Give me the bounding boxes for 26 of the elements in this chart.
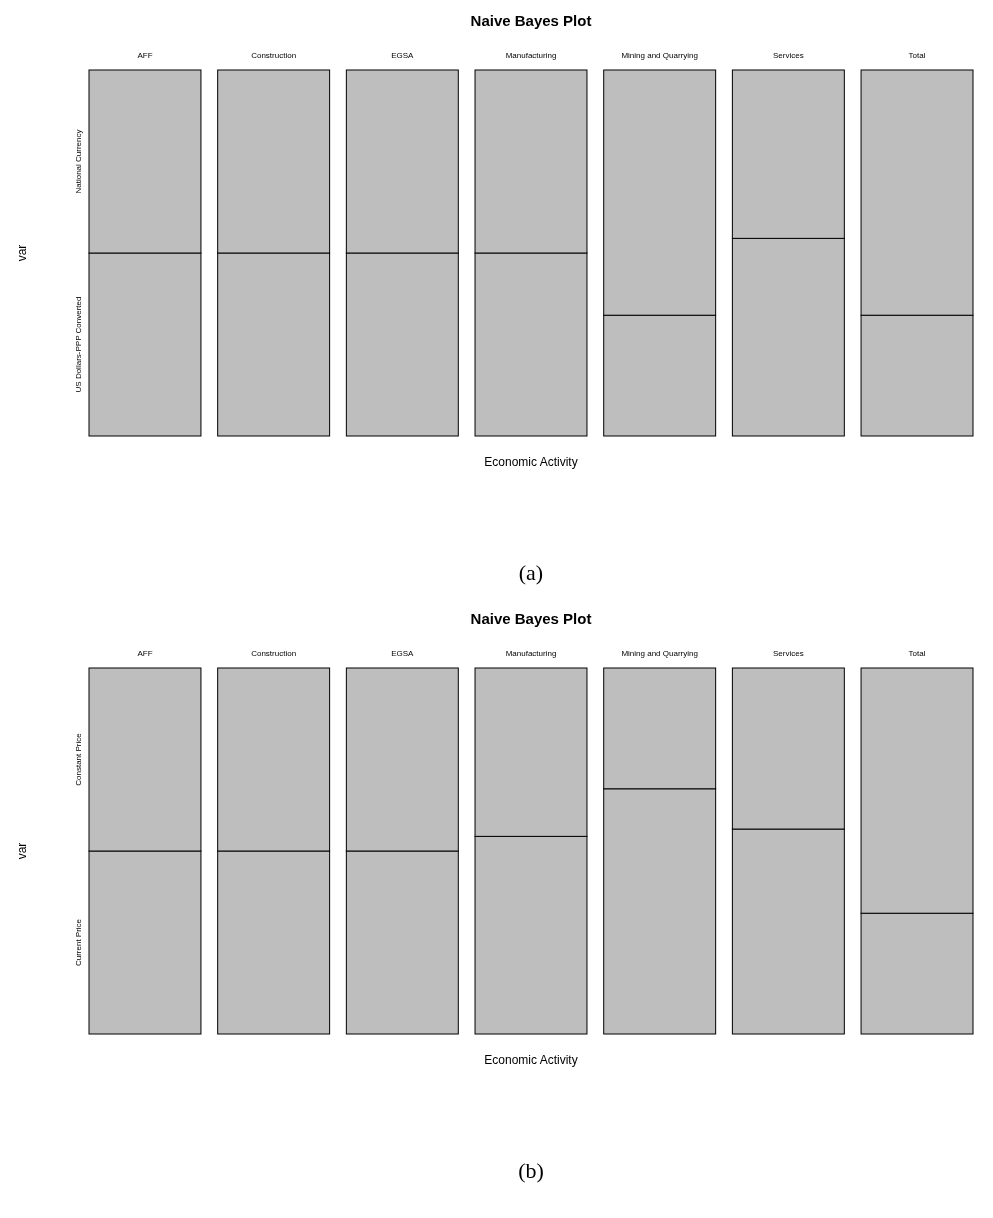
x-axis-title: Economic Activity — [484, 455, 578, 469]
x-tick-label: Services — [773, 649, 804, 658]
x-tick-label: Services — [773, 51, 804, 60]
chart-title: Naive Bayes Plot — [470, 12, 592, 29]
x-tick-label: Total — [908, 649, 926, 658]
x-tick-label: Construction — [251, 51, 297, 60]
x-tick-label: Manufacturing — [505, 51, 557, 60]
x-axis-title: Economic Activity — [484, 1053, 578, 1067]
text: Current Price — [74, 918, 83, 967]
x-tick-label: Construction — [251, 649, 297, 658]
x-tick-label: AFF — [137, 51, 153, 60]
x-tick-label: EGSA — [391, 649, 415, 658]
x-tick-label: AFF — [137, 649, 153, 658]
text: US Dollars-PPP Converted — [74, 296, 83, 393]
text: Constant Price — [74, 732, 83, 786]
text: (a) — [518, 560, 544, 585]
text: (b) — [518, 1158, 544, 1183]
x-tick-label: Manufacturing — [505, 649, 557, 658]
text: National Currency — [74, 129, 83, 194]
chart-title: Naive Bayes Plot — [470, 610, 592, 627]
x-tick-label: EGSA — [391, 51, 415, 60]
x-tick-label: Mining and Quarrying — [621, 649, 698, 658]
x-tick-label: Mining and Quarrying — [621, 51, 698, 60]
x-tick-label: Total — [908, 51, 926, 60]
y-axis-title: var — [15, 842, 29, 860]
y-axis-title: var — [15, 244, 29, 262]
